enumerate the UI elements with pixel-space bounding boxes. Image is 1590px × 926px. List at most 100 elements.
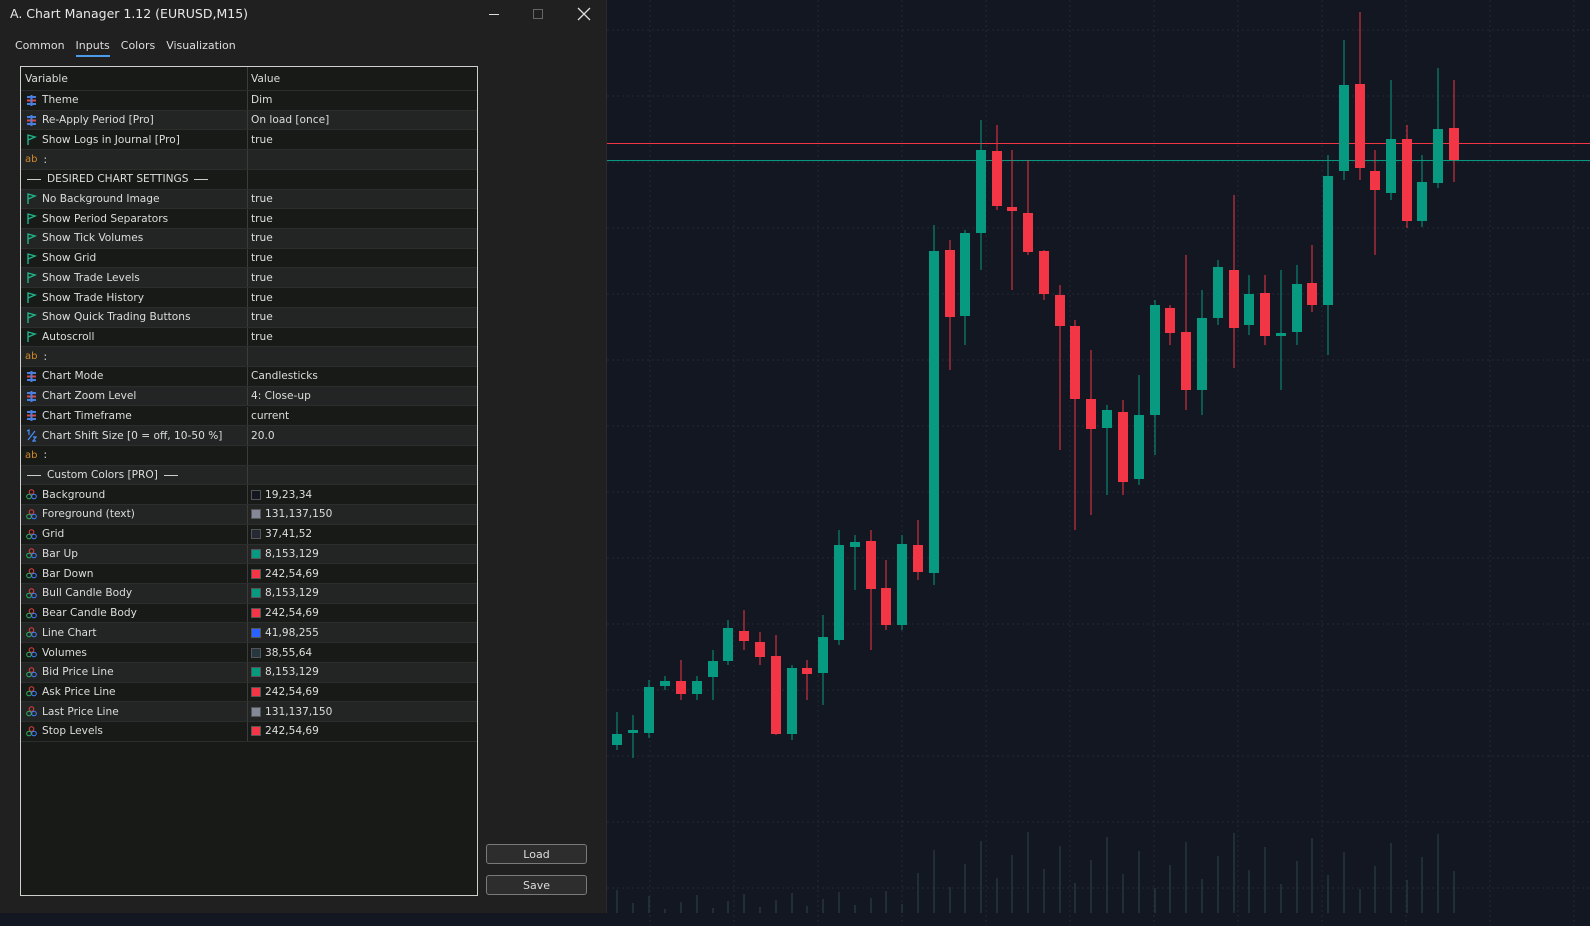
load-button[interactable]: Load xyxy=(486,844,587,864)
candle-body xyxy=(1165,308,1175,333)
value: On load [once] xyxy=(251,114,330,127)
icon: ab xyxy=(25,351,38,363)
color-swatch xyxy=(251,548,261,559)
variable: Theme xyxy=(42,94,79,107)
value-cell: 242,54,69 xyxy=(248,722,477,741)
color-swatch xyxy=(251,529,261,540)
icon-part xyxy=(30,410,33,422)
value-cell xyxy=(248,466,477,485)
separator-line xyxy=(163,474,178,476)
variable-cell: Grid xyxy=(21,524,248,544)
candle-body xyxy=(866,541,876,589)
icon-part xyxy=(28,647,35,653)
value: true xyxy=(251,311,273,324)
icon-part xyxy=(31,631,37,638)
color-swatch xyxy=(251,706,261,717)
candle-body xyxy=(945,250,955,317)
value: true xyxy=(251,212,273,225)
candle-body xyxy=(1244,294,1254,325)
variable: Bid Price Line xyxy=(42,666,114,679)
value: true xyxy=(251,252,273,265)
tab[interactable]: Visualization xyxy=(166,39,236,52)
close[interactable] xyxy=(569,4,599,24)
tab[interactable]: Inputs xyxy=(75,39,110,57)
table-row: Theme Dim xyxy=(21,91,477,111)
value-cell: true xyxy=(248,130,477,149)
variable-cell: Stop Levels xyxy=(21,722,248,741)
variable-cell: Show Quick Trading Buttons xyxy=(21,307,248,327)
candle-body xyxy=(1055,295,1065,326)
icon-part xyxy=(26,671,32,678)
value-cell xyxy=(248,150,477,169)
icon-part xyxy=(31,533,37,539)
table-row: Volumes 38,55,64 xyxy=(21,643,477,663)
table-row: Stop Levels 242,54,69 xyxy=(21,722,477,742)
candle-body xyxy=(628,730,638,733)
variable: : xyxy=(43,449,48,462)
candle-body xyxy=(1213,267,1223,318)
color-swatch xyxy=(251,726,261,737)
minimize[interactable] xyxy=(479,4,509,24)
candle-body xyxy=(850,542,860,547)
variable: Show Tick Volumes xyxy=(42,232,144,245)
save-button[interactable]: Save xyxy=(486,875,587,895)
icon-part xyxy=(27,134,38,146)
icon xyxy=(26,706,37,717)
variable: Chart Mode xyxy=(42,370,104,383)
value-cell: 242,54,69 xyxy=(248,604,477,623)
icon xyxy=(27,114,36,126)
variable: Foreground (text) xyxy=(42,508,135,521)
candle-body xyxy=(1292,284,1302,332)
candle-body xyxy=(1449,128,1459,160)
variable: Bear Candle Body xyxy=(42,607,137,620)
variable: Line Chart xyxy=(42,626,97,639)
table-row: ab: xyxy=(21,150,477,170)
separator-line xyxy=(27,178,41,180)
value: Candlesticks xyxy=(251,370,318,383)
icon xyxy=(26,647,37,658)
table-row: Grid 37,41,52 xyxy=(21,524,477,545)
icon xyxy=(26,726,37,737)
variable-cell: Volumes xyxy=(21,643,248,662)
variable: Re-Apply Period [Pro] xyxy=(42,114,154,127)
table-row: Bid Price Line 8,153,129 xyxy=(21,662,477,683)
table-row: Foreground (text) 131,137,150 xyxy=(21,505,477,525)
candle-body xyxy=(802,668,812,674)
icon xyxy=(27,134,38,146)
variable: Stop Levels xyxy=(42,725,103,738)
candle-body xyxy=(1007,207,1017,211)
variable: Last Price Line xyxy=(42,705,119,718)
variable-cell: Show Logs in Journal [Pro] xyxy=(21,130,248,150)
icon xyxy=(26,607,37,618)
maximize[interactable] xyxy=(523,4,553,24)
candle-body xyxy=(644,687,654,733)
icon-part xyxy=(28,627,35,634)
variable-cell: Last Price Line xyxy=(21,702,248,721)
icon-part xyxy=(26,533,32,539)
icon-part xyxy=(27,311,38,323)
color-swatch xyxy=(251,627,261,638)
candle-body xyxy=(1150,305,1160,415)
candles xyxy=(612,12,1459,758)
variable-cell: Theme xyxy=(21,91,248,110)
table-row: Last Price Line 131,137,150 xyxy=(21,702,477,722)
variable: : xyxy=(43,153,48,166)
candle-body xyxy=(1276,333,1286,336)
value-cell: true xyxy=(248,328,477,347)
icon xyxy=(26,568,37,579)
header-cell: Value xyxy=(251,72,281,85)
candle-body xyxy=(1433,129,1443,183)
variable: Show Trade Levels xyxy=(42,271,140,284)
tab[interactable]: Colors xyxy=(120,39,156,52)
value: 37,41,52 xyxy=(265,528,313,541)
icon-part xyxy=(26,631,32,638)
variable-cell: Bid Price Line xyxy=(21,662,248,682)
candle-body xyxy=(1260,293,1270,336)
tab[interactable]: Common xyxy=(15,39,65,52)
icon-part xyxy=(26,592,32,599)
icon-part xyxy=(27,232,38,244)
value: 8,153,129 xyxy=(265,587,319,600)
value: 8,153,129 xyxy=(265,666,319,679)
table-row: Autoscroll true xyxy=(21,327,477,348)
variable-cell: Ask Price Line xyxy=(21,682,248,702)
